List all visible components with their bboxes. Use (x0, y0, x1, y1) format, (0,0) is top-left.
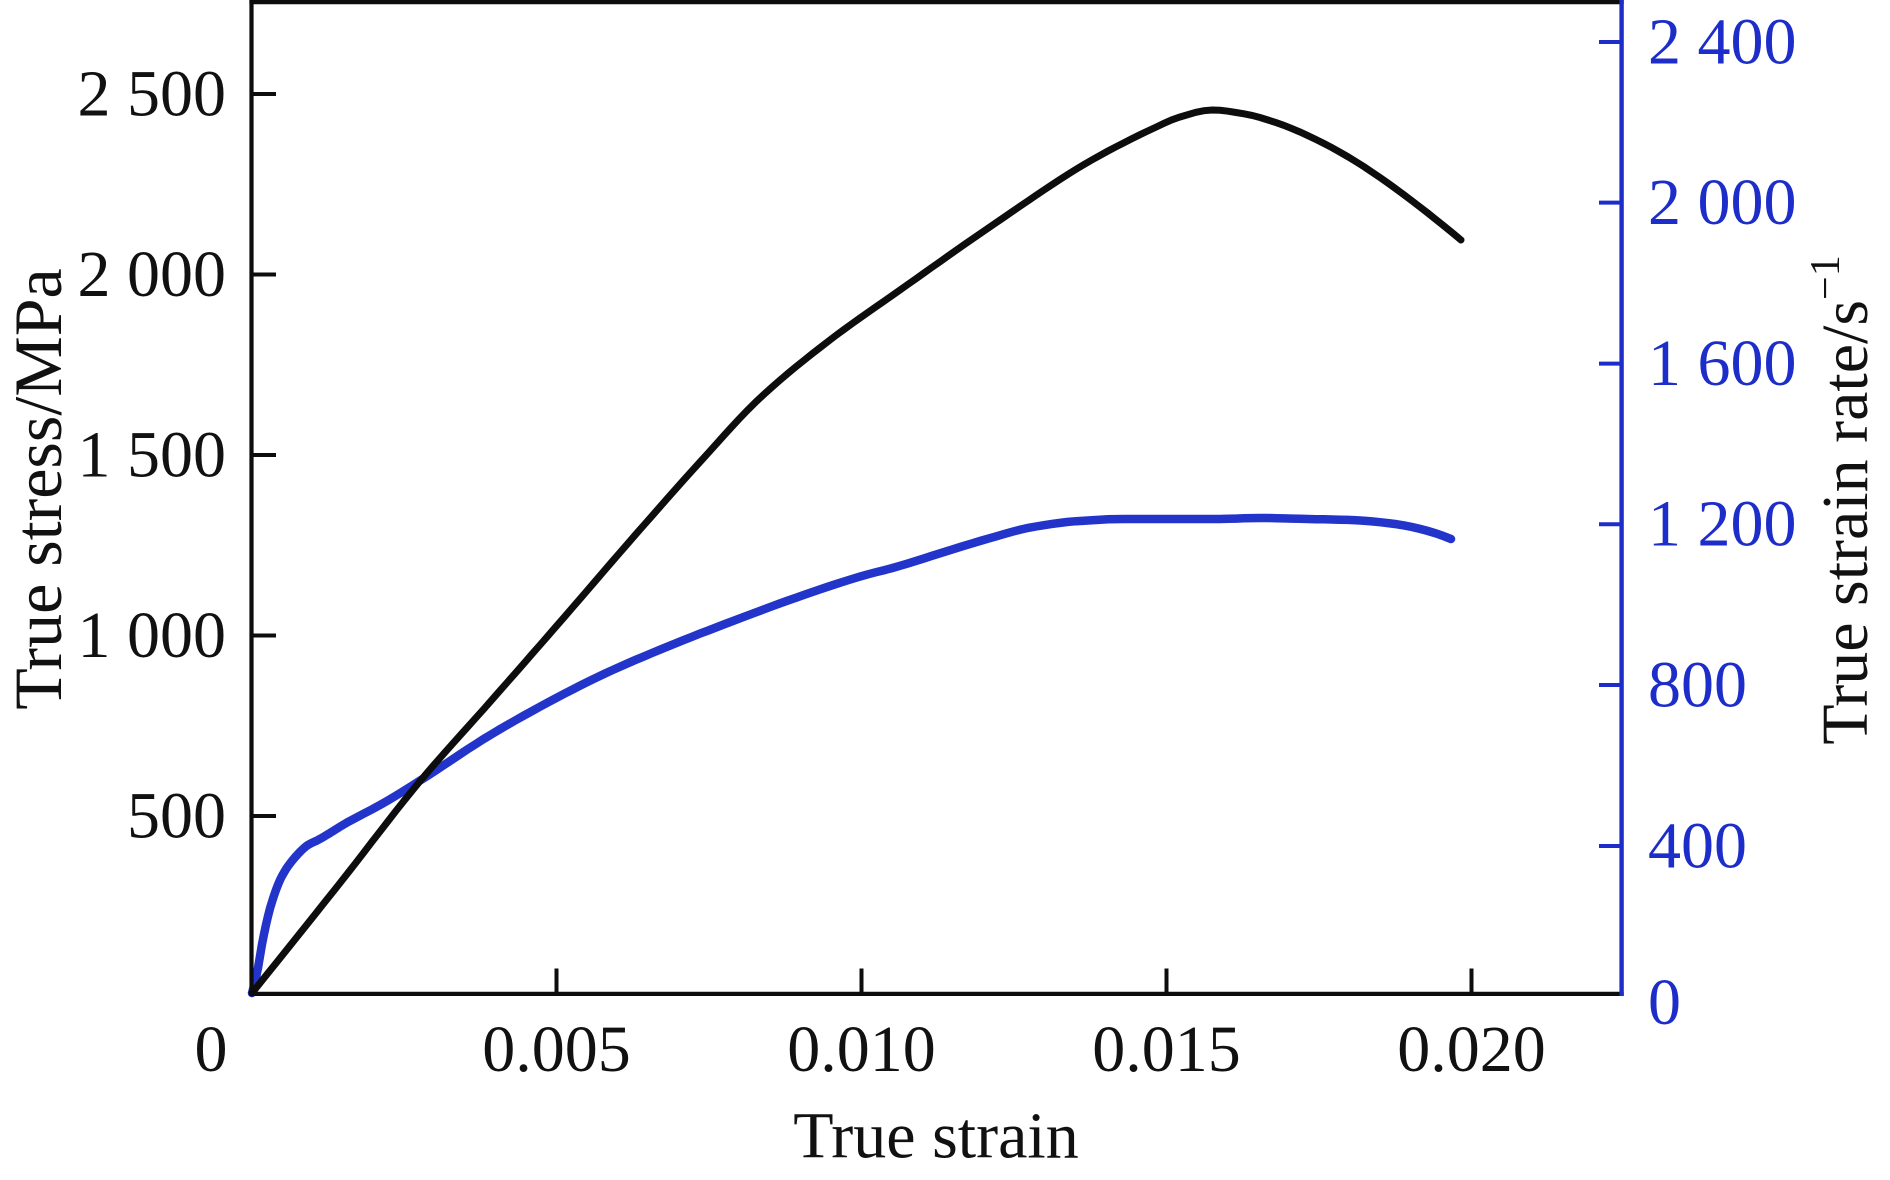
svg-text:True stress/MPa: True stress/MPa (0, 268, 76, 709)
svg-text:0.010: 0.010 (787, 1013, 936, 1086)
svg-text:800: 800 (1648, 649, 1747, 722)
svg-text:500: 500 (127, 780, 226, 853)
svg-text:0.015: 0.015 (1092, 1013, 1241, 1086)
svg-text:0: 0 (1648, 966, 1681, 1039)
svg-text:400: 400 (1648, 810, 1747, 883)
svg-text:0.020: 0.020 (1397, 1013, 1546, 1086)
svg-text:0.005: 0.005 (482, 1013, 631, 1086)
svg-text:1 200: 1 200 (1648, 488, 1797, 561)
svg-text:2 400: 2 400 (1648, 6, 1797, 79)
svg-text:True strain: True strain (793, 1100, 1078, 1173)
svg-text:1 500: 1 500 (78, 419, 227, 492)
svg-text:1 000: 1 000 (78, 599, 227, 672)
svg-text:0: 0 (195, 1013, 228, 1086)
svg-text:1 600: 1 600 (1648, 327, 1797, 400)
svg-text:2 000: 2 000 (78, 238, 227, 311)
svg-text:2 500: 2 500 (78, 58, 227, 131)
svg-text:2 000: 2 000 (1648, 166, 1797, 239)
svg-text:True strain rate/s−1: True strain rate/s−1 (1803, 255, 1882, 745)
